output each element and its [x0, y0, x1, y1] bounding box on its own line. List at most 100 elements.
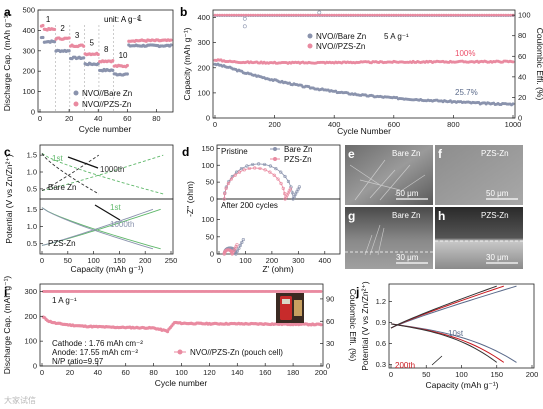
panel-d-x-tick-label: 300 — [292, 256, 305, 265]
bare-point — [125, 72, 129, 76]
panel-j-x-tick-label: 0 — [389, 370, 393, 379]
arrow-200 — [431, 355, 443, 366]
bare-after-point — [238, 243, 242, 247]
panel-i-x-tick-label: 200 — [315, 368, 328, 377]
panel-i-x-tick-label: 120 — [203, 368, 216, 377]
panel-b-x-tick-label: 600 — [388, 120, 401, 129]
panel-b-x-tick-label: 1000 — [505, 120, 522, 129]
ce-pzs-point — [235, 13, 238, 17]
pzs-pristine-point — [263, 168, 267, 172]
panel-i-x-tick-label: 80 — [149, 368, 157, 377]
pouch-cell-photo — [276, 293, 304, 323]
panel-i-marks — [41, 290, 323, 334]
ce-bare-outlier — [317, 10, 322, 15]
ce-pzs-point — [409, 13, 412, 17]
ce-pzs-point — [442, 13, 446, 17]
panel-i-letter: i — [4, 285, 7, 299]
panel-a-x-tick-label: 0 — [38, 114, 42, 123]
ce-pzs-point — [277, 13, 281, 17]
capacity-point — [319, 323, 323, 327]
bare-after-point — [237, 246, 241, 250]
panel-c-arrow-top — [67, 156, 99, 169]
ce-pzs-point — [261, 13, 265, 17]
ce-pzs-point — [347, 13, 350, 17]
panel-b-y2-tick-label: 100 — [518, 11, 531, 20]
panel-j-y-tick-label: 1.2 — [376, 297, 386, 306]
pzs-pristine-point — [279, 181, 283, 186]
panel-b-ylabel-left: Capacity (mAh g⁻¹) — [182, 27, 192, 100]
ce-pzs-point — [435, 13, 439, 17]
ce-pzs-point — [246, 13, 250, 17]
bare-pristine-point — [283, 174, 287, 179]
ce-pzs-point — [344, 13, 348, 17]
pzs-last-curve — [41, 208, 154, 246]
ce-pzs-point — [475, 13, 479, 17]
bare-pristine-point — [295, 190, 299, 194]
ce-pzs-point — [330, 13, 334, 17]
ce-pzs-point — [368, 13, 372, 17]
panel-i-x-tick-label: 100 — [175, 368, 188, 377]
ce-pzs-point — [406, 13, 410, 17]
panel-i-y-tick-label: 200 — [24, 312, 37, 321]
pzs-point — [41, 23, 45, 28]
ce-pzs-point — [416, 13, 420, 17]
panel-i-x-tick-label: 0 — [40, 368, 44, 377]
ce-pzs-point — [425, 13, 429, 17]
panel-b-frame — [212, 9, 516, 119]
panel-d-title-top: Pristine — [221, 147, 248, 156]
ce-pzs-point — [397, 13, 400, 17]
legend-marker-bare — [273, 147, 277, 151]
bare-pristine-point — [292, 194, 296, 199]
panel-h: h PZS-Zn 30 μm — [435, 207, 523, 269]
panel-d-y-bottom-tick-label: 50 — [206, 232, 214, 241]
panel-c-xlabel: Capacity (mAh g⁻¹) — [71, 264, 144, 274]
bare-pristine-point — [289, 185, 293, 189]
bare-first-curve — [41, 154, 164, 192]
pzs-pristine-point — [288, 187, 293, 191]
pzs-pristine-point — [247, 166, 252, 171]
ce-pzs-point — [332, 13, 336, 17]
rate-label: 2 — [60, 24, 65, 33]
ce-pzs-point — [275, 13, 279, 17]
pzs-pristine-line — [223, 167, 291, 201]
panel-j-ylabel: Potential (V vs Zn/Zn²⁺) — [360, 281, 370, 371]
panel-c-ylabel: Potential (V vs Zn/Zn²⁺) — [4, 154, 14, 244]
panel-g-letter: g — [348, 209, 355, 223]
ce-pzs-point — [447, 13, 451, 17]
ce-pzs-point — [373, 13, 377, 17]
panel-d-legend-pzs: PZS-Zn — [284, 155, 312, 164]
panel-i-y2-tick-label: 90 — [326, 294, 334, 303]
panel-a-legend: NVO//Bare Zn NVO//PZS-Zn — [73, 89, 132, 109]
ce-pzs-point — [485, 13, 489, 17]
panel-i-ticks: 0 20 40 60 80 100 120 140 160 180 2000100200300030… — [24, 287, 334, 377]
pzs-pristine-point — [283, 192, 287, 196]
legend-marker-bare — [73, 90, 79, 96]
bare-after-point — [241, 237, 245, 242]
panel-f-label: PZS-Zn — [481, 149, 509, 158]
panel-b-letter: b — [180, 5, 187, 19]
cycle-200-charge-curve — [390, 323, 498, 363]
panel-c-y-top-tick-label: 0.5 — [27, 184, 37, 193]
ce-pzs-point — [304, 13, 307, 17]
panel-i-x-tick-label: 140 — [231, 368, 244, 377]
bare-pristine-point — [279, 170, 283, 174]
panel-b-marks — [213, 10, 515, 107]
ce-pzs-point — [437, 13, 441, 17]
pzs-pristine-point — [281, 186, 285, 190]
ce-pzs-point — [266, 13, 269, 17]
panel-b: b 0 200 400 600 800 1000010020030040002040608… — [180, 5, 543, 136]
panel-a-x-tick-label: 20 — [65, 114, 73, 123]
ce-pzs-point — [230, 13, 234, 17]
panel-b-x-tick-label: 400 — [328, 120, 341, 129]
ce-pzs-point — [325, 13, 329, 17]
pzs-point — [169, 38, 173, 42]
panel-b-x-tick-label: 0 — [213, 120, 217, 129]
panel-i-x-tick-label: 60 — [122, 368, 130, 377]
ce-pzs-point — [359, 13, 362, 17]
ce-pzs-point — [385, 13, 389, 17]
ce-pzs-point — [297, 13, 300, 17]
panel-j-label-10: 10st — [448, 329, 464, 338]
bare-first-curve — [41, 153, 164, 195]
panel-c-letter: c — [4, 145, 11, 159]
